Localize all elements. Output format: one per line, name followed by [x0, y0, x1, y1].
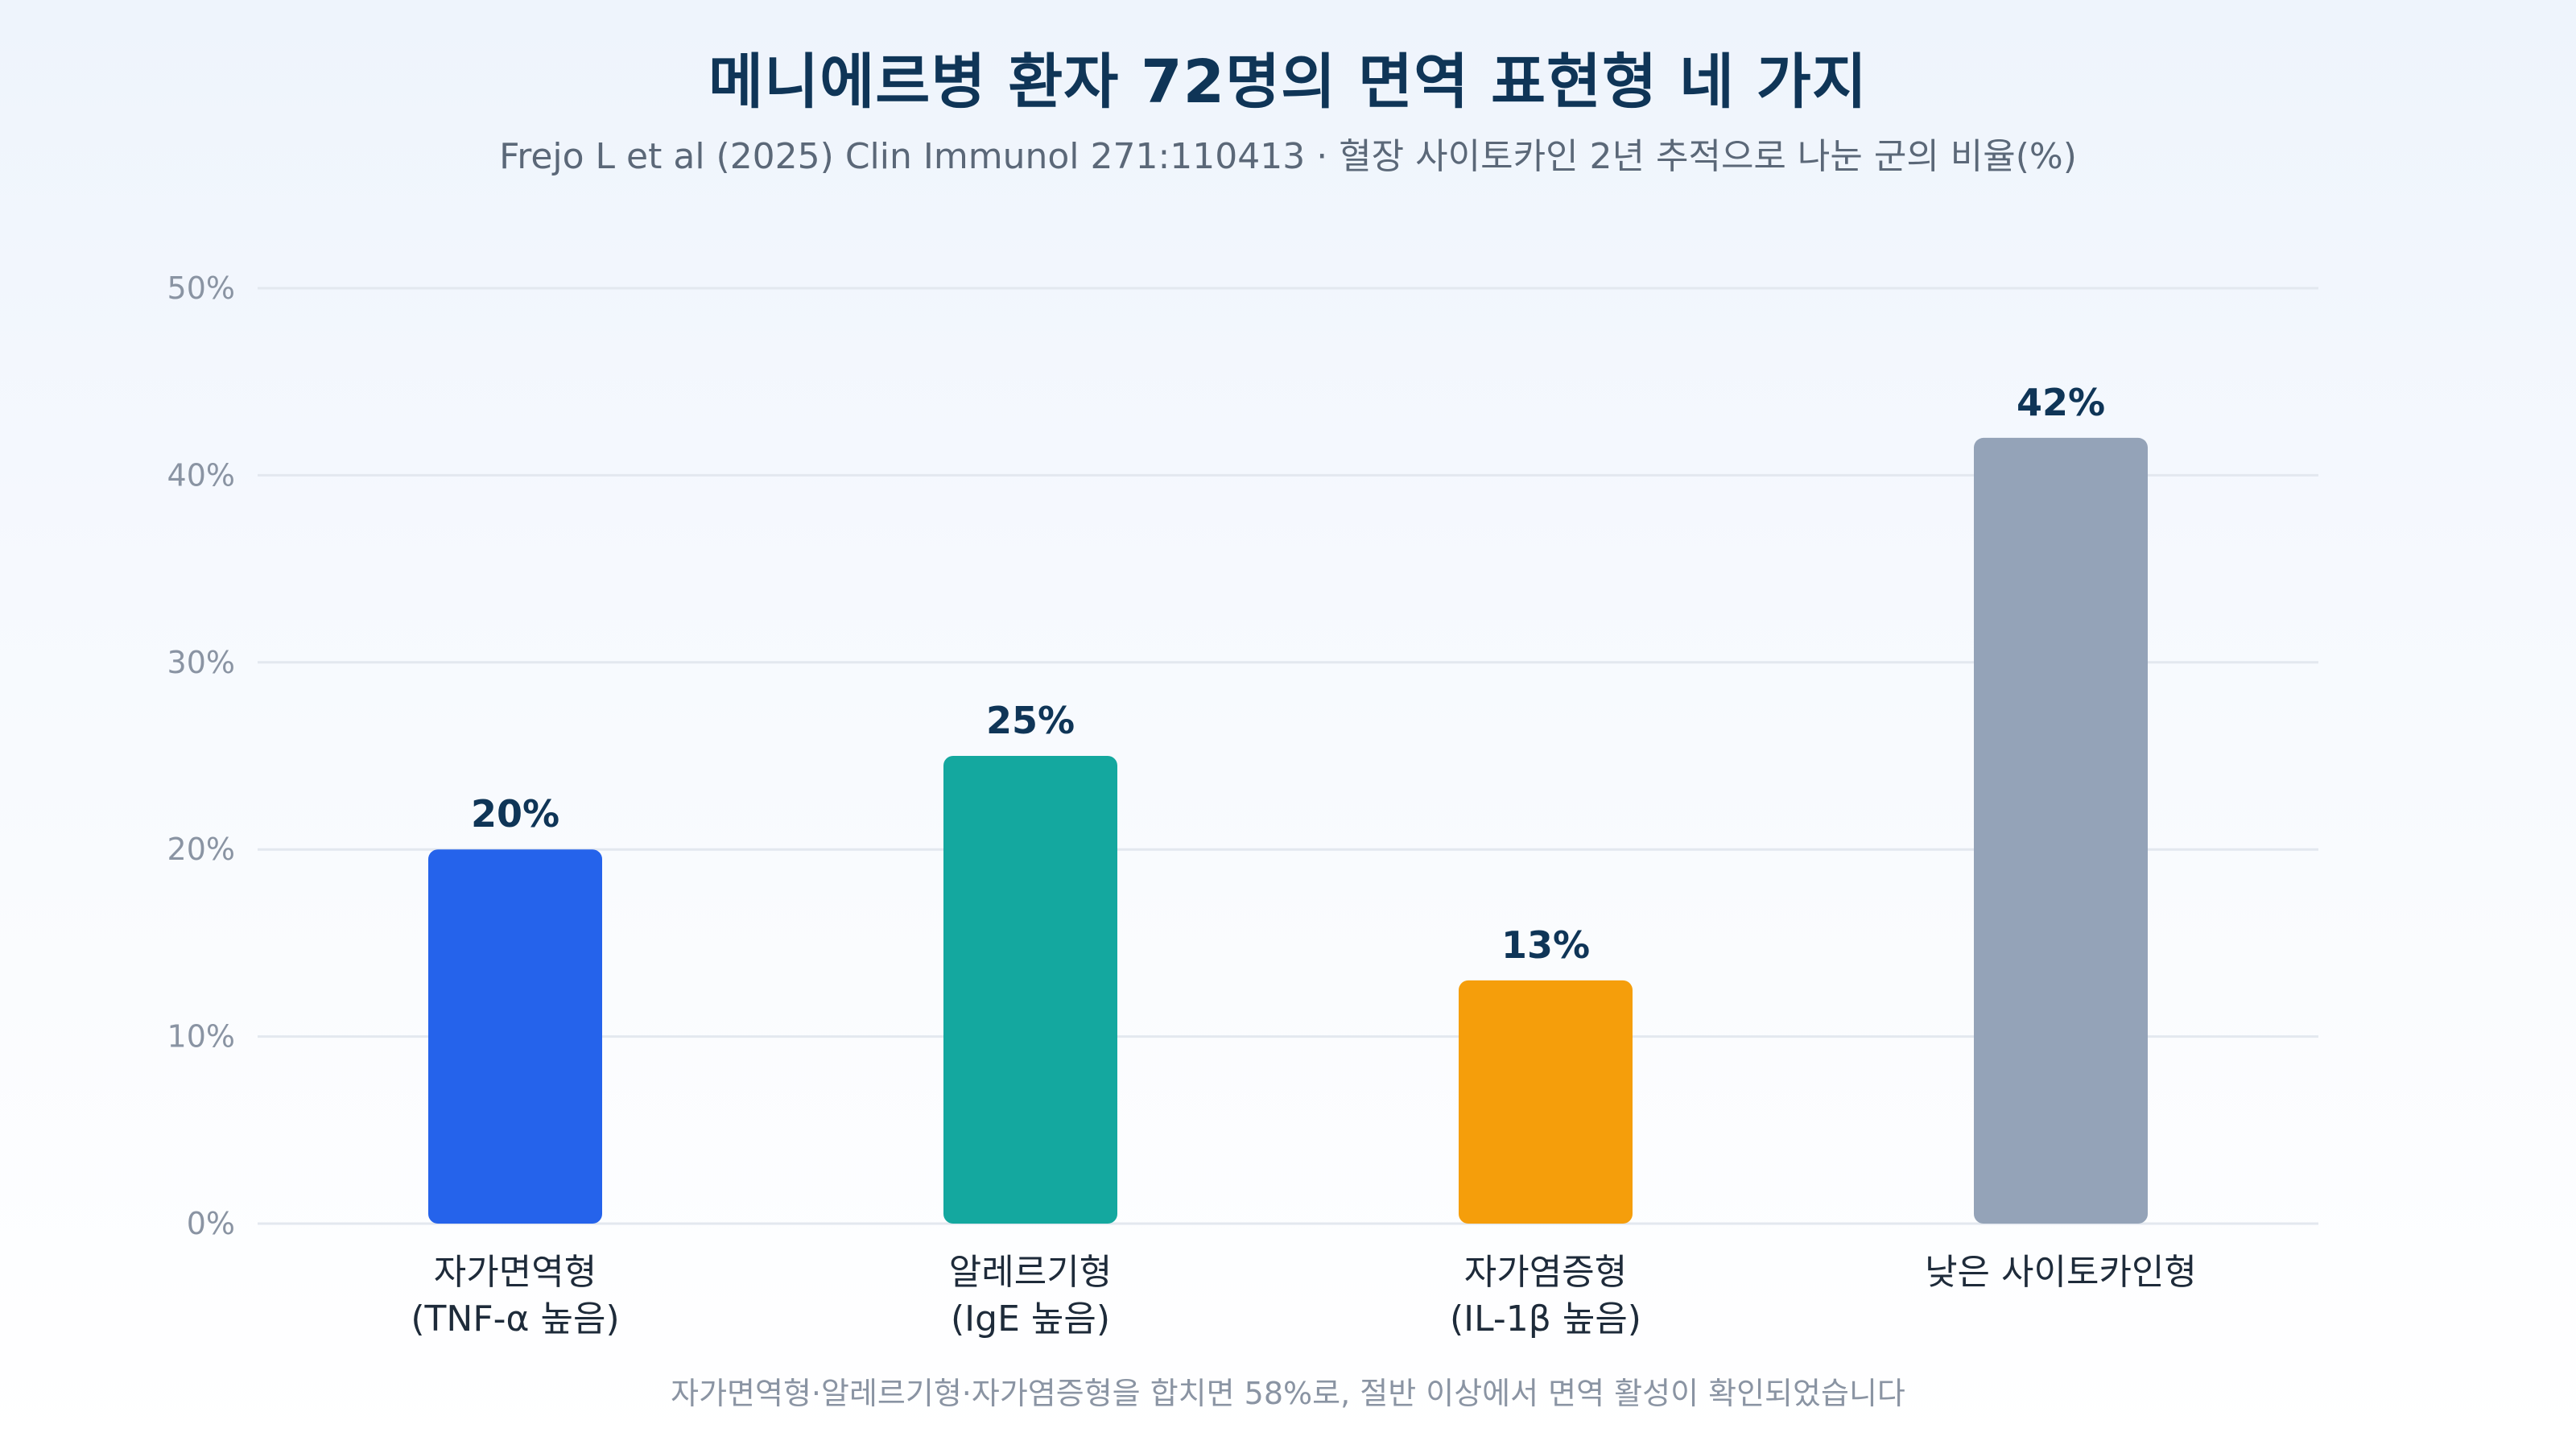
category-label: 낮은 사이토카인형 [1925, 1252, 2197, 1293]
bar [1459, 980, 1633, 1224]
chart-footnote: 자가면역형·알레르기형·자가염증형을 합치면 58%로, 절반 이상에서 면역 … [671, 1376, 1905, 1411]
y-axis-ticks: 0% 10% 20% 30% 40% 50% [167, 270, 235, 1241]
value-label: 25% [986, 699, 1075, 742]
category-label: 자가면역형 [434, 1252, 597, 1293]
y-tick-label: 0% [187, 1206, 235, 1241]
bars [428, 437, 2148, 1224]
category-labels: 자가면역형 (TNF-α 높음) 알레르기형 (IgE 높음) 자가염증형 (IL-1β … [411, 1252, 2197, 1340]
category-label: (IL-1β 높음) [1450, 1298, 1641, 1340]
y-tick-label: 10% [167, 1019, 235, 1055]
value-label: 20% [471, 792, 559, 836]
category-label: 알레르기형 [949, 1252, 1112, 1293]
value-label: 42% [2017, 381, 2105, 424]
value-labels: 20% 25% 13% 42% [471, 381, 2105, 967]
category-label: 자가염증형 [1464, 1252, 1627, 1293]
y-tick-label: 50% [167, 270, 235, 306]
category-label: (TNF-α 높음) [411, 1298, 619, 1340]
y-tick-label: 40% [167, 457, 235, 493]
chart-subtitle: Frejo L et al (2025) Clin Immunol 271:11… [499, 136, 2077, 177]
y-tick-label: 30% [167, 645, 235, 680]
bar [1974, 437, 2148, 1224]
bar [943, 756, 1117, 1224]
chart-title: 메니에르병 환자 72명의 면역 표현형 네 가지 [708, 47, 1868, 117]
category-label: (IgE 높음) [951, 1298, 1110, 1340]
y-tick-label: 20% [167, 832, 235, 867]
bar [428, 849, 602, 1224]
value-label: 13% [1501, 923, 1590, 967]
